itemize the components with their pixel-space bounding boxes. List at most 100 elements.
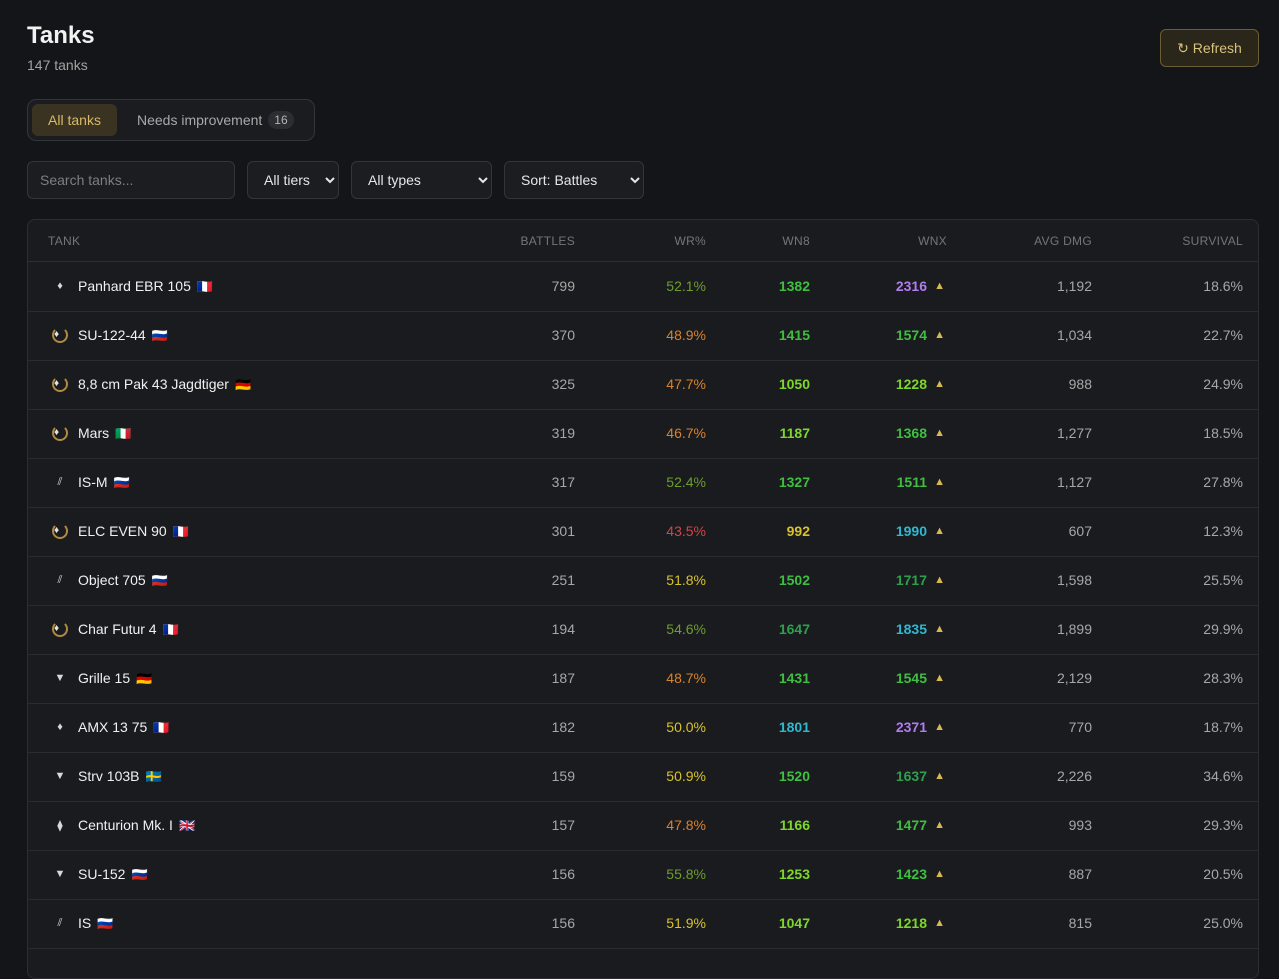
- wn8-cell: 992: [786, 523, 810, 539]
- heavy-icon: ⫽: [57, 573, 63, 586]
- wn8-cell: 1253: [778, 866, 810, 882]
- wnx-cell: 1477: [895, 817, 927, 833]
- wnx-cell: 1717: [895, 572, 927, 588]
- tier-filter-select[interactable]: All tiers: [247, 161, 339, 199]
- table-row[interactable]: ♦ Mars 🇮🇹 319 46.7% 1187 1368 ▲ 1,277 18.5%: [28, 409, 1258, 459]
- type-filter-select[interactable]: All types: [351, 161, 492, 199]
- trend-up-icon: ▲: [934, 574, 945, 586]
- table-row[interactable]: ⫽ Object 705 🇷🇺 251 51.8% 1502 1717 ▲ 1,598 25.5%: [28, 556, 1258, 606]
- wnx-cell: 1511: [896, 474, 927, 490]
- battles-cell: 370: [551, 327, 575, 343]
- table-row[interactable]: ⧫ Centurion Mk. I 🇬🇧 157 47.8% 1166 1477 ▲ 993 29…: [28, 801, 1258, 851]
- trend-up-icon: ▲: [934, 868, 945, 880]
- col-header-wr[interactable]: WR%: [674, 234, 706, 248]
- trend-up-icon: ▲: [934, 525, 945, 537]
- tank-name-cell: Centurion Mk. I 🇬🇧: [78, 817, 195, 834]
- battles-cell: 187: [551, 670, 575, 686]
- col-header-wnx[interactable]: WNX: [918, 234, 947, 248]
- avg-dmg-cell: 607: [1068, 523, 1092, 539]
- nation-flag-icon: 🇩🇪: [136, 671, 153, 686]
- battles-cell: 301: [551, 523, 575, 539]
- survival-cell: 25.0%: [1203, 915, 1243, 931]
- winrate-cell: 52.4%: [666, 474, 706, 490]
- trend-up-icon: ▲: [934, 476, 945, 488]
- col-header-wn8[interactable]: WN8: [782, 234, 810, 248]
- wnx-cell: 1574: [895, 327, 927, 343]
- winrate-cell: 47.7%: [666, 376, 706, 392]
- tank-name-cell: AMX 13 75 🇫🇷: [78, 719, 169, 736]
- tab-all-tanks-label: All tanks: [48, 112, 101, 128]
- diamond-icon: ♦: [57, 721, 63, 733]
- winrate-cell: 55.8%: [666, 866, 706, 882]
- tab-all-tanks[interactable]: All tanks: [32, 104, 117, 136]
- table-row[interactable]: ▼ Strv 103B 🇸🇪 159 50.9% 1520 1637 ▲ 2,226 34.6%: [28, 752, 1258, 802]
- col-header-battles[interactable]: BATTLES: [520, 234, 575, 248]
- laurel-icon: ♦: [48, 323, 72, 347]
- winrate-cell: 51.9%: [666, 915, 706, 931]
- tank-name-cell: SU-152 🇷🇺: [78, 866, 148, 883]
- tank-count: 147 tanks: [27, 57, 88, 73]
- trend-up-icon: ▲: [934, 721, 945, 733]
- nation-flag-icon: 🇩🇪: [234, 377, 252, 392]
- col-header-avg-dmg[interactable]: AVG DMG: [1034, 234, 1092, 248]
- col-header-tank[interactable]: TANK: [48, 234, 81, 248]
- wn8-cell: 1502: [778, 572, 810, 588]
- table-header: TANK BATTLES WR% WN8 WNX AVG DMG SURVIVA…: [28, 220, 1258, 262]
- survival-cell: 28.3%: [1203, 670, 1243, 686]
- heavy-icon: ⫽: [57, 475, 63, 488]
- table-row[interactable]: ♦ SU-122-44 🇷🇺 370 48.9% 1415 1574 ▲ 1,034 22.7%: [28, 311, 1258, 361]
- trend-up-icon: ▲: [934, 672, 945, 684]
- avg-dmg-cell: 815: [1068, 915, 1092, 931]
- trend-up-icon: ▲: [934, 917, 945, 929]
- avg-dmg-cell: 1,034: [1056, 327, 1092, 343]
- avg-dmg-cell: 2,129: [1056, 670, 1092, 686]
- table-row[interactable]: ♦ Panhard EBR 105 🇫🇷 799 52.1% 1382 2316 ▲ 1,192…: [28, 262, 1258, 312]
- survival-cell: 18.7%: [1203, 719, 1243, 735]
- wnx-cell: 1368: [895, 425, 927, 441]
- winrate-cell: 52.1%: [666, 278, 706, 294]
- laurel-icon: ♦: [48, 519, 72, 543]
- table-row[interactable]: ⫽ IS-M 🇷🇺 317 52.4% 1327 1511 ▲ 1,127 27.8%: [28, 458, 1258, 508]
- wn8-cell: 1166: [779, 817, 810, 833]
- table-row[interactable]: ♦ Char Futur 4 🇫🇷 194 54.6% 1647 1835 ▲ 1,899 29.…: [28, 605, 1258, 655]
- table-row[interactable]: ▼ SU-152 🇷🇺 156 55.8% 1253 1423 ▲ 887 20.5%: [28, 850, 1258, 900]
- tank-name: AMX 13 75: [78, 719, 148, 735]
- search-input[interactable]: [27, 161, 235, 199]
- wn8-cell: 1327: [778, 474, 810, 490]
- nation-flag-icon: 🇷🇺: [97, 916, 114, 931]
- col-header-survival[interactable]: SURVIVAL: [1182, 234, 1243, 248]
- nation-flag-icon: 🇷🇺: [151, 573, 168, 588]
- nation-flag-icon: 🇮🇹: [115, 426, 132, 441]
- winrate-cell: 50.9%: [666, 768, 706, 784]
- avg-dmg-cell: 887: [1068, 866, 1092, 882]
- table-row[interactable]: ♦ AMX 13 75 🇫🇷 182 50.0% 1801 2371 ▲ 770 18.7%: [28, 703, 1258, 753]
- winrate-cell: 46.7%: [666, 425, 706, 441]
- medium-icon: ⧫: [57, 819, 63, 832]
- tank-name-cell: ELC EVEN 90 🇫🇷: [78, 523, 189, 540]
- tank-name: Mars: [78, 425, 110, 441]
- refresh-button[interactable]: ↻ Refresh: [1160, 29, 1259, 67]
- wn8-cell: 1431: [778, 670, 810, 686]
- sort-select[interactable]: Sort: Battles: [504, 161, 644, 199]
- wn8-cell: 1187: [779, 425, 810, 441]
- trend-up-icon: ▲: [934, 427, 945, 439]
- tanks-table: TANK BATTLES WR% WN8 WNX AVG DMG SURVIVA…: [27, 219, 1259, 979]
- battles-cell: 319: [551, 425, 575, 441]
- avg-dmg-cell: 1,598: [1056, 572, 1092, 588]
- nation-flag-icon: 🇫🇷: [162, 622, 179, 637]
- battles-cell: 317: [551, 474, 575, 490]
- winrate-cell: 48.9%: [666, 327, 706, 343]
- nation-flag-icon: 🇫🇷: [196, 279, 214, 294]
- table-row[interactable]: ⫽ IS 🇷🇺 156 51.9% 1047 1218 ▲ 815 25.0%: [28, 899, 1258, 949]
- tank-name: Strv 103B: [78, 768, 140, 784]
- tank-name-cell: 8,8 cm Pak 43 Jagdtiger 🇩🇪: [78, 376, 251, 393]
- tab-needs-improvement[interactable]: Needs improvement 16: [124, 104, 300, 136]
- table-row[interactable]: ♦ ELC EVEN 90 🇫🇷 301 43.5% 992 1990 ▲ 607 12.3%: [28, 507, 1258, 557]
- wn8-cell: 1050: [778, 376, 810, 392]
- table-row[interactable]: ▼ Grille 15 🇩🇪 187 48.7% 1431 1545 ▲ 2,129 28.3%: [28, 654, 1258, 704]
- table-row[interactable]: ♦ 8,8 cm Pak 43 Jagdtiger 🇩🇪 325 47.7% 1050 12…: [28, 360, 1258, 410]
- survival-cell: 29.9%: [1203, 621, 1243, 637]
- nation-flag-icon: 🇷🇺: [113, 475, 130, 490]
- wnx-cell: 1423: [895, 866, 927, 882]
- tank-name: Grille 15: [78, 670, 131, 686]
